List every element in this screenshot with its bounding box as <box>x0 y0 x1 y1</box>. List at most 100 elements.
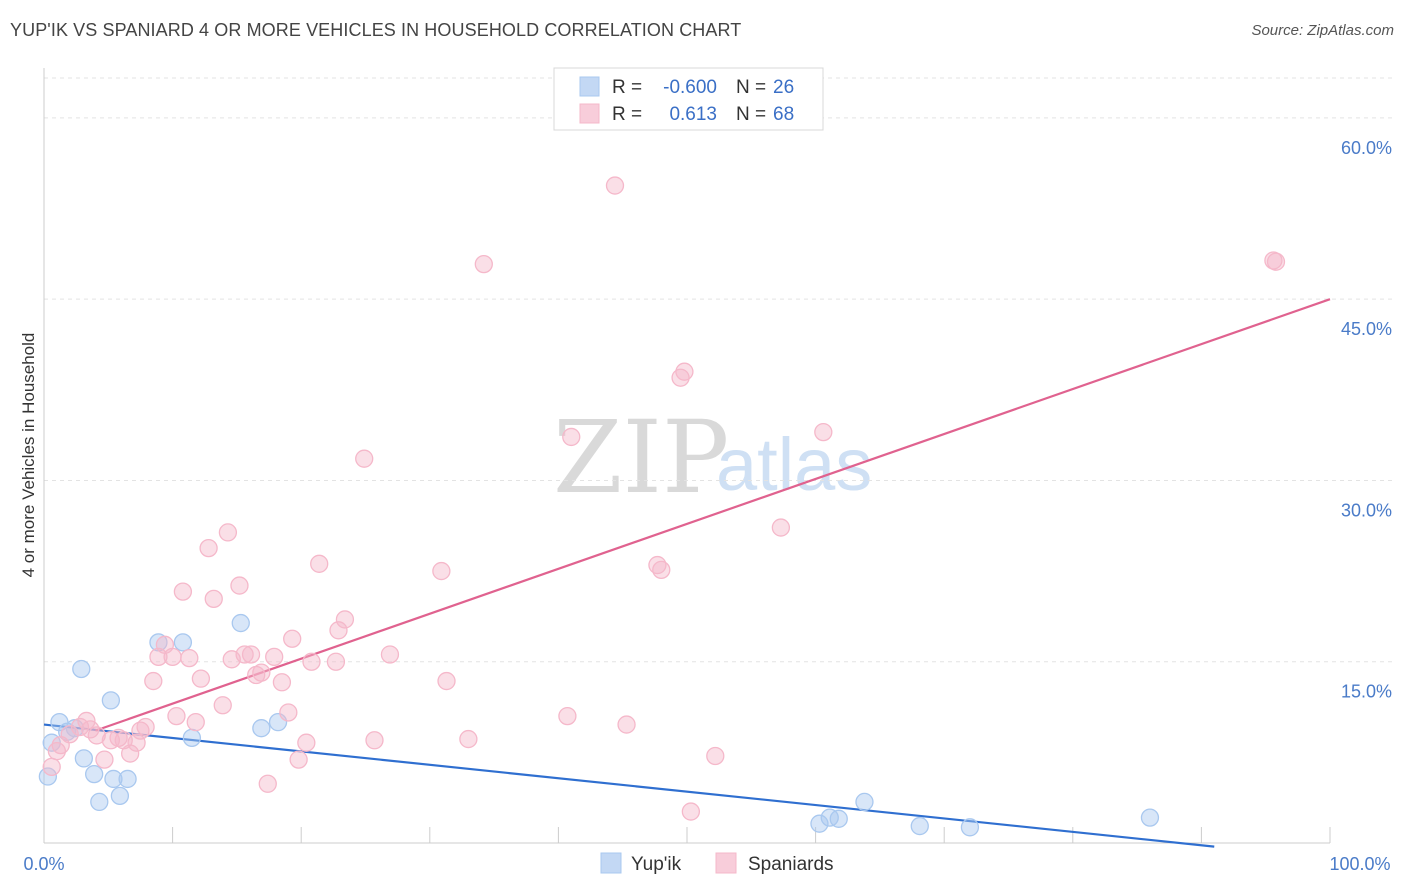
point-spaniards-45 <box>329 621 348 640</box>
point-spaniards-15 <box>136 717 155 737</box>
point-spaniards-28 <box>218 523 238 542</box>
chart-title: YUP'IK VS SPANIARD 4 OR MORE VEHICLES IN… <box>10 20 742 40</box>
point-spaniards-44 <box>326 652 346 671</box>
legend-r-value-spaniards: 0.613 <box>669 104 717 125</box>
legend-r-label-spaniards: R = <box>612 104 642 125</box>
legend-n-value-spaniards: 68 <box>773 104 794 125</box>
trend-lines <box>43 298 1331 848</box>
point-spaniards-40 <box>289 750 308 769</box>
point-spaniards-22 <box>180 648 199 668</box>
bottom-legend-swatch-spaniards <box>715 852 737 874</box>
point-spaniards-49 <box>380 645 400 664</box>
point-spaniards-50 <box>432 561 451 581</box>
point-yupik-21 <box>829 809 848 828</box>
point-spaniards-8 <box>95 750 114 769</box>
point-yupik-15 <box>182 728 202 748</box>
point-spaniards-61 <box>675 362 694 381</box>
point-yupik-23 <box>910 816 929 836</box>
point-spaniards-55 <box>562 427 581 447</box>
point-spaniards-62 <box>681 802 701 821</box>
point-yupik-7 <box>85 764 104 784</box>
point-yupik-12 <box>118 769 137 789</box>
bottom-legend-label-yupik: Yup'ik <box>631 854 682 875</box>
point-spaniards-12 <box>121 744 140 763</box>
bottom-legend-swatch-yupik <box>600 852 622 874</box>
point-spaniards-21 <box>173 582 193 601</box>
legend-n-label-spaniards: N = <box>736 104 766 125</box>
point-spaniards-23 <box>186 712 205 732</box>
point-spaniards-37 <box>272 673 292 692</box>
point-spaniards-26 <box>204 589 223 609</box>
y-tick-label-3: 60.0% <box>1341 138 1392 158</box>
point-spaniards-27 <box>213 696 232 715</box>
watermark: ZIP atlas <box>553 399 872 516</box>
legend-swatch-spaniards <box>579 103 600 124</box>
point-yupik-16 <box>231 613 250 633</box>
point-spaniards-38 <box>279 703 298 722</box>
y-axis-label: 4 or more Vehicles in Household <box>19 333 38 578</box>
point-spaniards-67 <box>1266 252 1286 271</box>
legend-r-value-yupik: -0.600 <box>663 77 717 98</box>
point-spaniards-52 <box>459 729 478 749</box>
point-spaniards-3 <box>60 725 79 744</box>
chart-source: Source: ZipAtlas.com <box>1251 22 1394 39</box>
point-spaniards-36 <box>265 647 284 667</box>
point-spaniards-25 <box>199 538 218 558</box>
point-spaniards-46 <box>335 610 355 629</box>
x-tick-label-max: 100.0% <box>1329 854 1390 874</box>
bottom-legend-label-spaniards: Spaniards <box>748 854 834 875</box>
point-yupik-25 <box>1140 808 1160 827</box>
point-spaniards-24 <box>191 669 211 688</box>
y-tick-label-2: 45.0% <box>1341 319 1392 339</box>
trend-line-spaniards <box>95 298 1331 732</box>
point-yupik-10 <box>104 769 123 789</box>
point-yupik-11 <box>110 786 130 806</box>
y-tick-label-1: 30.0% <box>1341 500 1392 520</box>
point-spaniards-51 <box>437 671 456 691</box>
point-yupik-6 <box>74 749 94 768</box>
point-spaniards-35 <box>258 774 277 793</box>
legend-r-label-yupik: R = <box>612 77 642 98</box>
grid <box>44 77 1392 663</box>
point-spaniards-47 <box>355 449 374 468</box>
point-spaniards-0 <box>42 757 61 777</box>
x-tick-label-min: 0.0% <box>23 854 64 874</box>
point-spaniards-19 <box>163 647 182 667</box>
point-spaniards-59 <box>652 560 671 580</box>
point-spaniards-48 <box>365 731 384 750</box>
point-spaniards-57 <box>617 715 636 734</box>
data-points <box>38 176 1286 837</box>
point-spaniards-63 <box>706 746 725 766</box>
point-spaniards-13 <box>127 733 146 752</box>
point-yupik-0 <box>38 767 58 786</box>
legend-n-value-yupik: 26 <box>773 77 794 98</box>
legend-swatch-yupik <box>579 76 600 97</box>
point-spaniards-53 <box>474 254 493 274</box>
point-yupik-8 <box>90 792 109 812</box>
point-spaniards-42 <box>302 652 321 671</box>
watermark-zip: ZIP <box>553 399 729 516</box>
legend-n-label-yupik: N = <box>736 77 766 98</box>
point-spaniards-43 <box>310 554 329 573</box>
point-spaniards-30 <box>230 576 249 595</box>
axes <box>43 68 1331 844</box>
point-spaniards-65 <box>814 422 833 442</box>
legend: R = -0.600 N = 26 R = 0.613 N = 68 <box>553 67 824 131</box>
point-yupik-22 <box>855 792 874 812</box>
point-spaniards-32 <box>241 645 261 664</box>
watermark-atlas: atlas <box>716 423 872 506</box>
point-spaniards-39 <box>283 629 302 648</box>
point-spaniards-31 <box>235 645 254 664</box>
point-yupik-17 <box>252 719 271 738</box>
point-yupik-2 <box>50 712 69 732</box>
point-spaniards-7 <box>87 726 106 745</box>
point-yupik-9 <box>101 691 121 710</box>
tick-labels: 15.0% 30.0% 45.0% 60.0% 0.0% 100.0% <box>23 138 1392 874</box>
point-spaniards-56 <box>605 176 625 195</box>
trend-line-yupik <box>43 723 1215 848</box>
point-spaniards-20 <box>167 706 186 726</box>
point-yupik-5 <box>72 659 91 679</box>
point-yupik-19 <box>810 814 829 833</box>
y-tick-label-0: 15.0% <box>1341 682 1392 702</box>
